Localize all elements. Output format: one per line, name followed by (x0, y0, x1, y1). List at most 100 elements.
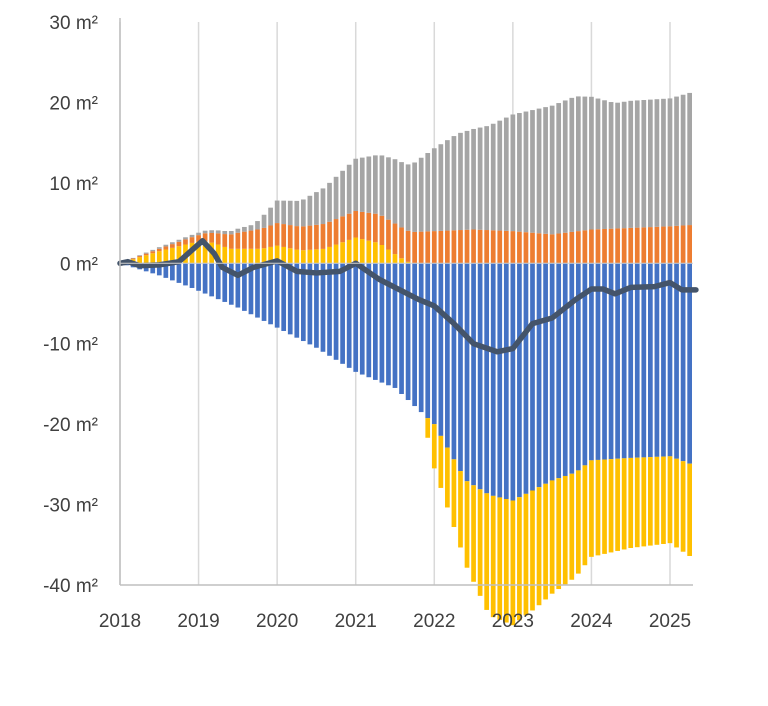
x-tick-label: 2019 (177, 611, 219, 632)
bar-gray-52 (458, 133, 463, 230)
bar-gray-22 (262, 215, 267, 228)
bar-blue-73 (596, 263, 601, 460)
bar-gray-35 (347, 165, 352, 214)
bar-orange-56 (484, 230, 489, 263)
bar-gray-12 (196, 233, 201, 235)
y-tick-label: -40 m² (43, 576, 98, 597)
bar-orange-57 (491, 230, 496, 263)
bar-yellow-16 (222, 247, 227, 263)
bar-gray-85 (674, 97, 679, 226)
bar-yellow-54 (471, 485, 476, 582)
bar-gray-53 (465, 131, 470, 230)
bar-gray-26 (288, 201, 293, 225)
bar-gray-67 (556, 103, 561, 233)
bar-orange-15 (216, 233, 221, 244)
bar-orange-43 (399, 227, 404, 258)
y-tick-label: 0 m² (60, 254, 98, 275)
x-tick-label: 2023 (492, 611, 534, 632)
x-tick-label: 2024 (570, 611, 613, 632)
bar-blue-55 (478, 263, 483, 489)
bar-gray-81 (648, 100, 653, 227)
bar-blue-10 (183, 263, 188, 285)
bar-yellow-26 (288, 248, 293, 263)
bar-orange-76 (615, 228, 620, 263)
bar-orange-26 (288, 225, 293, 248)
bar-yellow-77 (622, 458, 627, 549)
bar-yellow-33 (334, 245, 339, 264)
bar-blue-32 (327, 263, 332, 355)
bar-gray-21 (255, 221, 260, 229)
y-tick-label: -30 m² (43, 496, 98, 517)
bar-blue-14 (209, 263, 214, 296)
bar-orange-62 (524, 232, 529, 263)
bar-orange-59 (504, 231, 509, 263)
bar-orange-20 (249, 231, 254, 249)
bar-gray-6 (157, 247, 162, 249)
bar-orange-33 (334, 219, 339, 245)
bar-yellow-71 (583, 465, 588, 565)
bar-orange-77 (622, 228, 627, 263)
bar-yellow-48 (432, 424, 437, 468)
bar-yellow-19 (242, 249, 247, 263)
bar-orange-61 (517, 232, 522, 264)
bar-gray-14 (209, 230, 214, 233)
bar-yellow-68 (563, 476, 568, 584)
bar-gray-2 (131, 258, 136, 259)
bar-yellow-29 (308, 250, 313, 263)
bar-orange-81 (648, 227, 653, 263)
bar-gray-87 (687, 93, 692, 225)
bar-gray-33 (334, 177, 339, 219)
bar-gray-55 (478, 128, 483, 230)
bar-orange-29 (308, 226, 313, 250)
bar-gray-5 (150, 250, 155, 251)
bar-yellow-32 (327, 247, 332, 263)
bar-gray-65 (543, 107, 548, 234)
bar-blue-36 (353, 263, 358, 372)
bar-orange-53 (465, 230, 470, 264)
bar-orange-36 (353, 211, 358, 238)
bar-blue-38 (366, 263, 371, 377)
bar-blue-43 (399, 263, 404, 394)
bar-orange-23 (268, 225, 273, 246)
bar-blue-82 (655, 263, 660, 457)
bar-orange-63 (530, 233, 535, 264)
bar-blue-68 (563, 263, 568, 476)
bar-orange-82 (655, 227, 660, 263)
bar-yellow-65 (543, 484, 548, 600)
bar-orange-50 (445, 231, 450, 264)
bar-yellow-39 (373, 242, 378, 263)
bar-gray-40 (380, 155, 385, 215)
bar-blue-11 (190, 263, 195, 288)
bar-gray-86 (681, 95, 686, 226)
bar-orange-60 (511, 231, 516, 263)
bar-orange-19 (242, 232, 247, 249)
bar-yellow-64 (537, 487, 542, 605)
bar-gray-9 (177, 240, 182, 242)
bar-blue-79 (635, 263, 640, 457)
bar-yellow-42 (393, 254, 398, 263)
bar-yellow-31 (321, 249, 326, 263)
bar-orange-64 (537, 233, 542, 263)
bar-orange-4 (144, 254, 149, 256)
bar-orange-67 (556, 234, 561, 264)
bar-gray-73 (596, 99, 601, 230)
bar-yellow-74 (602, 460, 607, 554)
bar-gray-27 (294, 201, 299, 226)
bar-blue-8 (170, 263, 175, 280)
bar-gray-36 (353, 159, 358, 211)
bar-yellow-47 (425, 418, 430, 438)
bar-yellow-22 (262, 248, 267, 263)
bar-orange-22 (262, 228, 267, 248)
bar-gray-45 (412, 162, 417, 231)
bar-gray-76 (615, 103, 620, 229)
bars (124, 93, 692, 625)
bar-gray-50 (445, 140, 450, 230)
bar-orange-21 (255, 230, 260, 249)
bar-orange-6 (157, 249, 162, 251)
bar-yellow-69 (569, 474, 574, 580)
bar-gray-42 (393, 159, 398, 223)
bar-orange-44 (406, 231, 411, 262)
bar-gray-84 (668, 98, 673, 226)
